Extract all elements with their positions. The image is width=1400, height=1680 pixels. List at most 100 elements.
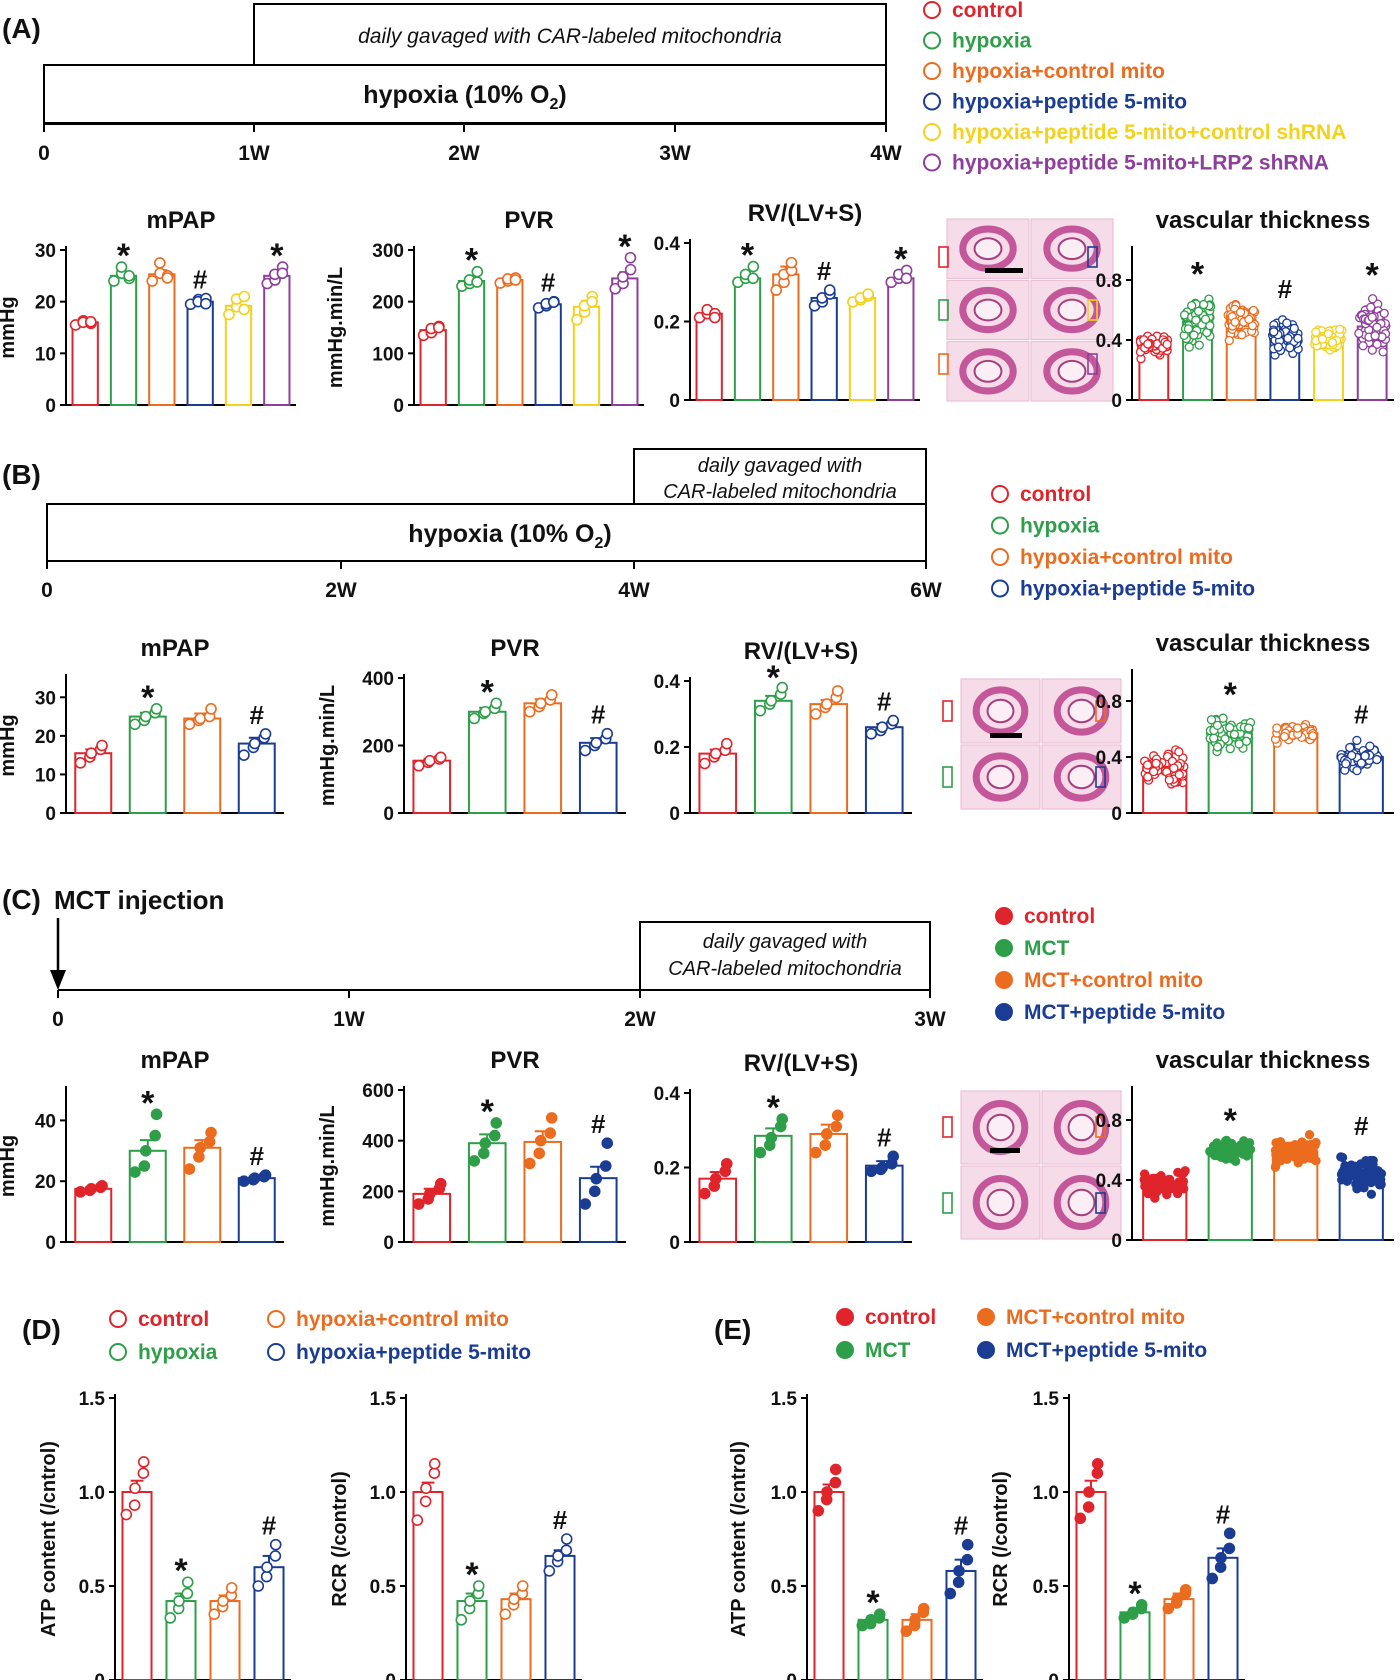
legend-entry: hypoxia [138, 1341, 218, 1364]
data-point [96, 1179, 108, 1192]
data-point [411, 1514, 424, 1526]
legend-marker [995, 939, 1013, 957]
timeline-tick-label: 3W [914, 1008, 946, 1031]
y-tick-label: 30 [35, 688, 56, 709]
data-point [1091, 1458, 1104, 1470]
data-point [1215, 1552, 1227, 1564]
data-point [1372, 322, 1382, 332]
data-point [952, 1576, 965, 1589]
group-color-swatch [1095, 766, 1106, 788]
y-tick-label: 0.4 [1096, 748, 1123, 769]
data-point [261, 1561, 273, 1573]
data-point [139, 710, 152, 723]
group-color-swatch [1087, 353, 1098, 375]
data-point [586, 295, 598, 308]
data-point [765, 694, 778, 707]
data-point [1180, 1166, 1190, 1176]
chart-title: RV/(LV+S) [748, 200, 862, 227]
data-point [900, 1625, 913, 1637]
significance-hash: # [250, 1141, 265, 1171]
significance-hash: # [1354, 1111, 1369, 1141]
data-point [776, 1113, 789, 1125]
data-point [1282, 318, 1292, 328]
data-point [499, 1608, 512, 1620]
group-color-swatch [942, 1192, 953, 1214]
data-point [720, 737, 733, 750]
vessel-wall [972, 686, 1029, 736]
data-point [579, 744, 592, 757]
chart-D_RCR: 0 0.5 1.0 1.5 RCR (/control) * # [329, 1389, 582, 1680]
y-tick-label: 30 [35, 241, 56, 262]
legend-marker [977, 1341, 995, 1359]
y-tick-label: 300 [372, 241, 404, 262]
data-point [115, 261, 128, 273]
y-tick-label: 0.4 [1096, 1171, 1123, 1192]
data-point [1164, 775, 1174, 785]
data-point [1365, 741, 1375, 751]
mct-injection-label: MCT injection [54, 885, 224, 915]
data-point [1269, 327, 1279, 337]
group-color-swatch [1095, 700, 1106, 722]
significance-star: * [741, 237, 755, 275]
y-tick-label: 0 [45, 1233, 56, 1254]
data-point [1342, 1176, 1352, 1186]
data-point [830, 1120, 843, 1133]
significance-hash: # [541, 268, 556, 298]
y-tick-label: 1.5 [79, 1389, 106, 1410]
data-point [161, 272, 174, 284]
y-tick-label: 0 [383, 804, 394, 825]
y-tick-label: 0.5 [79, 1577, 106, 1598]
scale-bar [985, 268, 1023, 273]
y-tick-label: 1.0 [370, 1483, 396, 1504]
data-point [412, 759, 425, 772]
y-axis-title: RCR (/control) [990, 1471, 1012, 1607]
bar-A_RV-0 [695, 312, 723, 401]
y-tick-label: 0 [1111, 804, 1122, 825]
legend-entry: MCT+control mito [1024, 969, 1203, 992]
legend-entry: control [1024, 905, 1095, 928]
y-tick-label: 0.2 [654, 313, 680, 334]
data-point [432, 321, 445, 334]
y-tick-label: 1.0 [79, 1483, 105, 1504]
data-point [1311, 1137, 1321, 1148]
chart-A_RV: 0 0.2 0.4 RV/(LV+S) * # * [654, 200, 920, 412]
data-point [560, 1533, 573, 1545]
data-point [819, 1139, 832, 1151]
data-point [1199, 299, 1209, 310]
group-color-swatch [1087, 299, 1098, 321]
legend-entry: hypoxia+peptide 5-mito+control shRNA [952, 121, 1346, 144]
data-point [1243, 723, 1254, 733]
legend-entry: control [138, 1308, 209, 1331]
data-point [479, 1137, 492, 1149]
data-point [477, 1147, 490, 1160]
legend-entry: hypoxia+control mito [952, 60, 1165, 83]
chart-title: mPAP [141, 1047, 210, 1074]
data-point [238, 303, 250, 316]
data-point [194, 712, 207, 725]
data-point [1285, 343, 1295, 353]
significance-star: * [481, 1093, 495, 1131]
vessel-lumen [1067, 764, 1096, 790]
legend: control MCT MCT+control mito MCT+peptide 5-… [995, 905, 1225, 1024]
data-point [1293, 1158, 1303, 1168]
data-point [419, 1495, 432, 1508]
legend-marker [991, 516, 1009, 535]
data-point [423, 754, 436, 767]
significance-hash: # [250, 700, 265, 730]
y-tick-label: 0 [669, 804, 680, 825]
data-point [812, 1505, 825, 1517]
data-point [876, 721, 889, 734]
data-point [809, 708, 822, 720]
data-point [1283, 333, 1293, 344]
data-point [238, 749, 250, 761]
significance-hash: # [817, 256, 832, 286]
group-color-swatch [938, 246, 949, 268]
data-point [1091, 1467, 1104, 1479]
data-point [428, 1458, 441, 1470]
panel-label-E: (E) [714, 1314, 751, 1345]
significance-star: * [1191, 256, 1205, 294]
data-point [1271, 1138, 1281, 1148]
data-point [1292, 723, 1303, 733]
y-tick-label: 0 [1048, 1671, 1059, 1680]
vessel-lumen [1057, 237, 1087, 261]
